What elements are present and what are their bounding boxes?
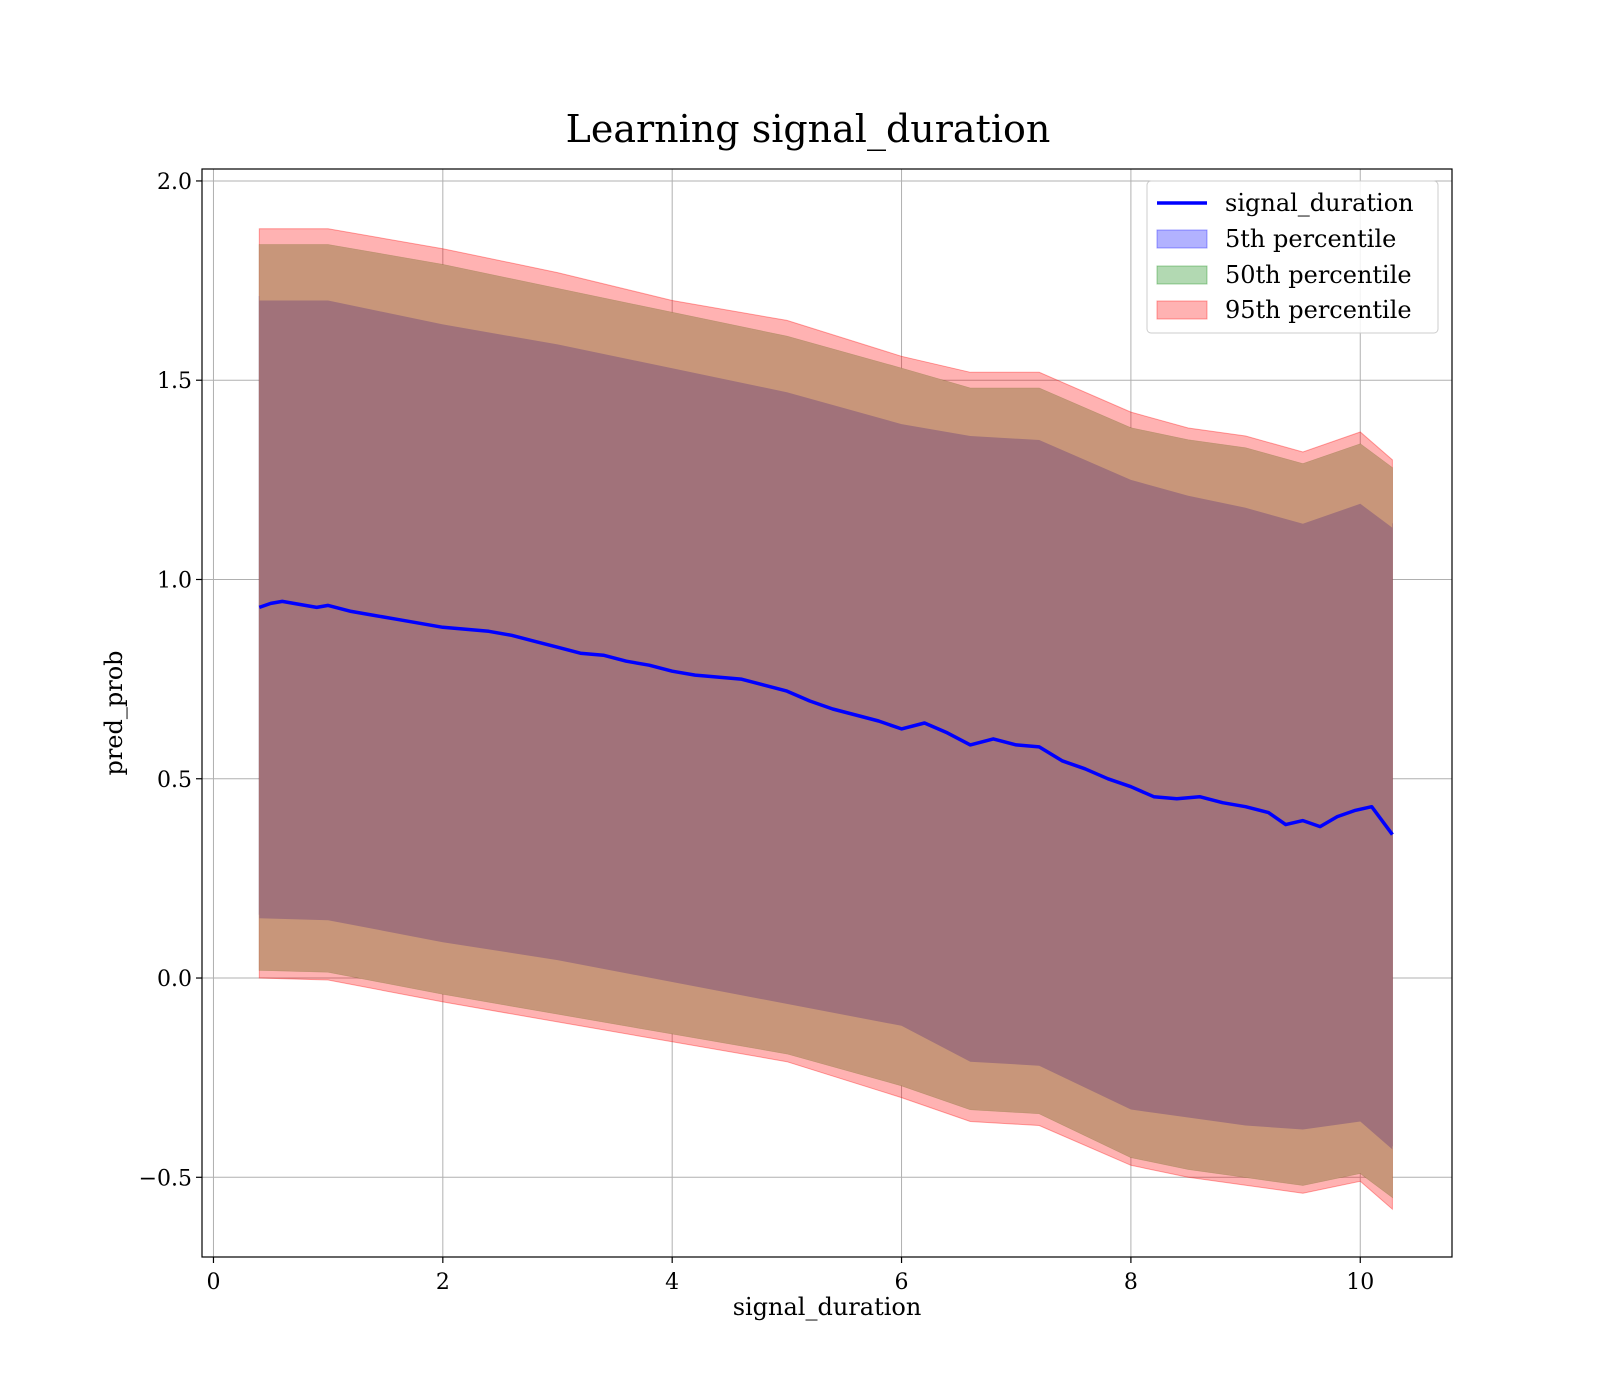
legend-band-swatch bbox=[1156, 229, 1208, 249]
x-tick-label: 4 bbox=[665, 1270, 679, 1295]
x-axis-label: signal_duration bbox=[733, 1293, 922, 1321]
y-tick-label: 1.0 bbox=[157, 568, 192, 593]
y-axis-label: pred_prob bbox=[100, 650, 128, 775]
legend-label: 50th percentile bbox=[1225, 261, 1412, 289]
legend-band-swatch bbox=[1156, 265, 1208, 285]
legend-box bbox=[1146, 180, 1439, 334]
y-ticks: −0.5 0.0 0.5 1.0 1.5 2.0 bbox=[139, 170, 202, 1191]
percentile-bands bbox=[258, 228, 1393, 1211]
series-line bbox=[258, 599, 1394, 836]
y-tick-label: 0.5 bbox=[157, 768, 192, 793]
y-tick-label: 2.0 bbox=[157, 170, 192, 195]
chart-title: Learning signal_duration bbox=[566, 107, 1051, 152]
x-tick-label: 2 bbox=[436, 1270, 450, 1295]
legend: signal_duration 5th percentile 50th percen… bbox=[1146, 180, 1439, 334]
legend-label: signal_duration bbox=[1225, 189, 1414, 217]
y-tick-label: 0.0 bbox=[157, 967, 192, 992]
series-signal-duration-line bbox=[258, 599, 1394, 836]
x-tick-label: 10 bbox=[1346, 1270, 1374, 1295]
legend-label: 95th percentile bbox=[1225, 296, 1412, 324]
y-tick-label: −0.5 bbox=[139, 1166, 192, 1191]
band-overlap-inner bbox=[259, 300, 1393, 1150]
legend-label: 5th percentile bbox=[1225, 225, 1396, 253]
y-tick-label: 1.5 bbox=[157, 369, 192, 394]
x-tick-label: 6 bbox=[895, 1270, 909, 1295]
x-tick-label: 8 bbox=[1124, 1270, 1138, 1295]
x-tick-label: 0 bbox=[206, 1270, 220, 1295]
plot-frame bbox=[201, 168, 1453, 1258]
legend-band-swatch bbox=[1156, 300, 1208, 320]
x-ticks: 0 2 4 6 8 10 bbox=[206, 1257, 1374, 1295]
